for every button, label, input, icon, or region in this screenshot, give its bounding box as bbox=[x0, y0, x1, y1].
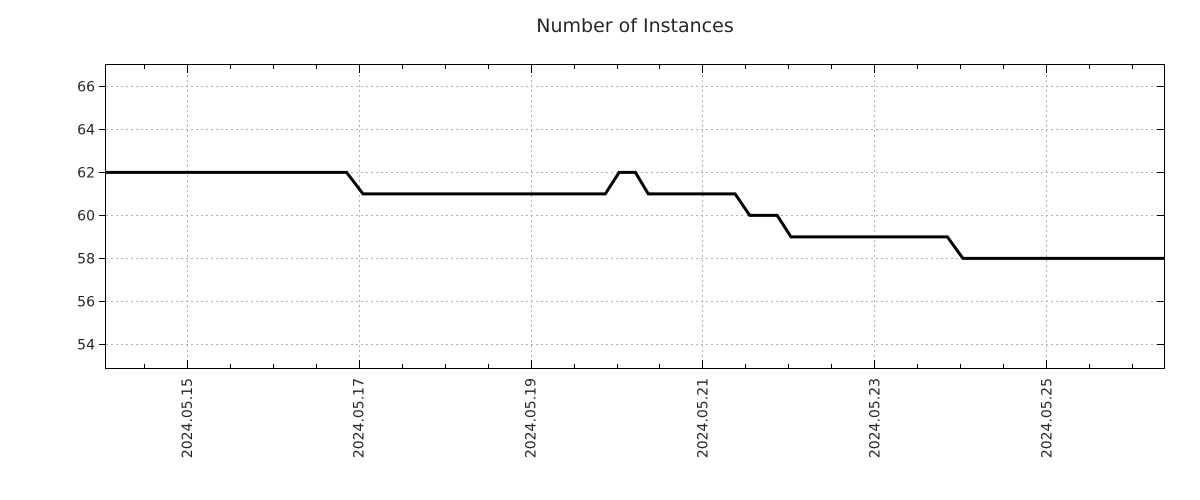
x-tick-label: 2024.05.19 bbox=[524, 378, 540, 458]
x-tick-label: 2024.05.15 bbox=[180, 378, 196, 458]
x-tick-label: 2024.05.17 bbox=[352, 378, 368, 458]
y-tick-label: 58 bbox=[77, 251, 95, 267]
y-tick-label: 56 bbox=[77, 294, 95, 310]
border-layer bbox=[105, 64, 1165, 369]
plot-border bbox=[105, 64, 1165, 369]
tick-layer bbox=[99, 65, 1164, 368]
x-tick-label: 2024.05.21 bbox=[695, 378, 711, 458]
series-line-instances bbox=[106, 170, 1164, 260]
y-tick-label: 54 bbox=[77, 337, 95, 353]
chart-title: Number of Instances bbox=[536, 15, 733, 37]
label-layer: 54 56 58 60 62 64 66 2024.05.15 2024.05.17 2024.0… bbox=[77, 79, 1055, 458]
x-tick-label: 2024.05.23 bbox=[867, 378, 883, 458]
x-tick-label: 2024.05.25 bbox=[1039, 378, 1055, 458]
series-layer bbox=[106, 170, 1164, 260]
y-tick-label: 66 bbox=[77, 79, 95, 95]
y-tick-label: 64 bbox=[77, 122, 95, 138]
y-tick-label: 60 bbox=[77, 208, 95, 224]
grid-layer bbox=[106, 65, 1164, 368]
y-tick-label: 62 bbox=[77, 165, 95, 181]
